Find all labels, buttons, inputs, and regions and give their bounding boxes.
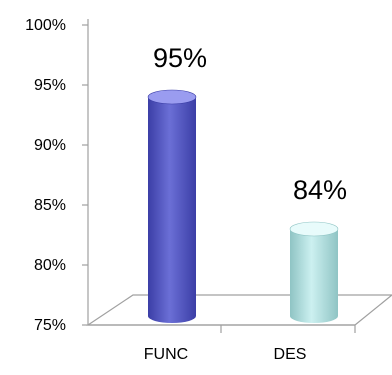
y-tick-label: 80% [34, 257, 66, 274]
x-category-label: FUNC [144, 346, 188, 363]
y-tick-label: 85% [34, 197, 66, 214]
bar-body-func [148, 97, 196, 323]
bar-des [289, 221, 339, 323]
x-category-label: DES [274, 346, 307, 363]
y-tick-label: 75% [34, 317, 66, 334]
bar-body-des [290, 229, 338, 323]
data-label-func: 95% [153, 43, 207, 73]
y-tick-label: 95% [34, 77, 66, 94]
bar-top-des [289, 221, 339, 237]
bar-top-func [147, 89, 197, 105]
data-label-des: 84% [293, 175, 347, 205]
y-tick-label: 100% [25, 17, 66, 34]
y-tick-label: 90% [34, 137, 66, 154]
bar-func [147, 89, 197, 323]
chart-floor [86, 294, 392, 326]
